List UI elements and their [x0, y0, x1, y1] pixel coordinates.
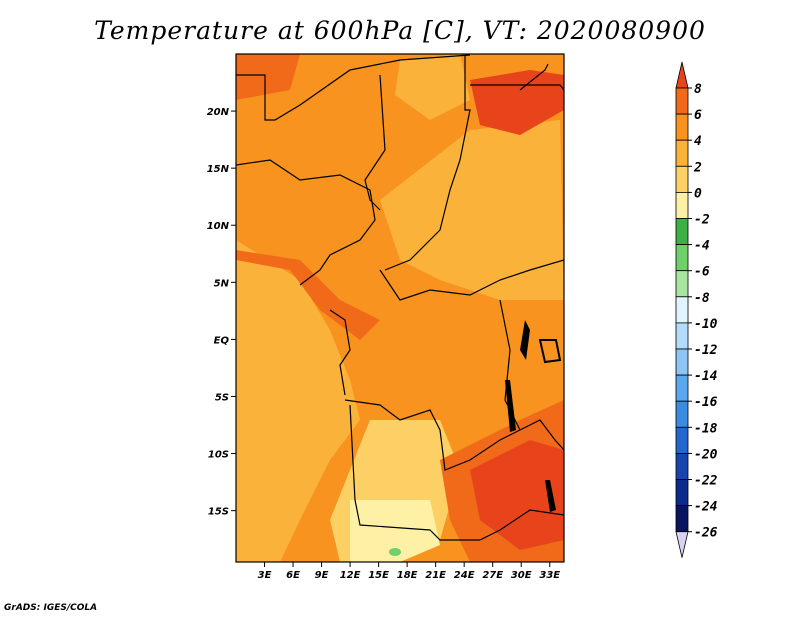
colorbar-top-arrow — [675, 61, 689, 89]
colorbar-swatch — [675, 322, 689, 350]
colorbar-swatch — [675, 348, 689, 376]
colorbar-label: -16 — [694, 395, 718, 410]
colorbar-label: 0 — [694, 186, 702, 201]
x-tick-label: 15E — [368, 570, 389, 581]
border-east-lakes — [499, 299, 564, 451]
colorbar-label: 4 — [694, 134, 702, 149]
y-tick-label: EQ — [214, 335, 230, 346]
colorbar-label: -24 — [694, 500, 718, 515]
temperature-field — [236, 54, 564, 562]
field-central-cool — [380, 120, 564, 300]
lake-albert — [520, 320, 530, 360]
x-tick-label: 33E — [539, 570, 560, 581]
x-tick-label: 30E — [511, 570, 532, 581]
colorbar-swatch — [675, 452, 689, 480]
border-car-drc — [379, 259, 564, 301]
colorbar-swatch — [675, 191, 689, 219]
lakes — [505, 320, 562, 512]
colorbar-label: -22 — [694, 474, 718, 489]
border-chad-sudan — [384, 55, 471, 271]
colorbar-label: -2 — [694, 213, 710, 228]
grads-credit: GrADS: IGES/COLA — [4, 603, 98, 613]
lake-malawi — [545, 480, 556, 512]
x-tick-label: 6E — [286, 570, 300, 581]
x-axis-ticks: 3E 6E 9E 12E 15E 18E 21E 24E 27E 30E 33E — [258, 562, 560, 581]
field-southeast-hot — [470, 440, 564, 550]
colorbar-swatch — [675, 87, 689, 115]
colorbar-label: -14 — [694, 369, 718, 384]
map-frame — [235, 53, 565, 563]
y-tick-label: 15S — [208, 507, 229, 518]
chart-title: Temperature at 600hPa [C], VT: 202008090… — [94, 16, 706, 45]
border-nigeria — [236, 159, 376, 286]
colorbar-label: -26 — [694, 526, 718, 541]
border-gabon-congo — [329, 309, 351, 396]
colorbar-label: -8 — [694, 291, 710, 306]
colorbar-swatch — [675, 426, 689, 454]
lake-victoria — [538, 339, 562, 364]
colorbar-label: -4 — [694, 239, 710, 254]
colorbar-swatch — [675, 400, 689, 428]
field-green-patch — [389, 548, 401, 556]
border-niger-chad — [364, 74, 386, 211]
colorbar-swatch — [675, 270, 689, 298]
y-tick-label: 20N — [207, 107, 230, 118]
field-west-coast — [236, 240, 360, 562]
y-axis-ticks: 20N 15N 10N 5N EQ 5S 10S 15S — [207, 107, 236, 518]
border-drc-angola — [344, 399, 521, 471]
lake-tanganyika — [505, 380, 516, 432]
x-tick-label: 9E — [315, 570, 329, 581]
colorbar-label: -6 — [694, 265, 710, 280]
colorbar-label: 6 — [694, 108, 702, 123]
colorbar-swatch — [675, 165, 689, 193]
colorbar: 8 6 4 2 0 -2 -4 -6 -8 -10 -12 -14 -16 -18 -20 -22 -24 -26 — [675, 61, 718, 558]
border-red-sea — [519, 63, 549, 91]
y-tick-label: 10N — [207, 221, 230, 232]
y-tick-label: 10S — [208, 450, 229, 461]
colorbar-label: -12 — [694, 343, 718, 358]
y-tick-label: 5S — [215, 392, 229, 403]
colorbar-swatch — [675, 244, 689, 272]
x-tick-label: 18E — [397, 570, 418, 581]
x-tick-label: 27E — [482, 570, 503, 581]
border-north — [236, 54, 471, 121]
x-tick-label: 12E — [340, 570, 361, 581]
y-tick-label: 15N — [207, 164, 230, 175]
colorbar-swatch — [675, 113, 689, 141]
colorbar-label: 8 — [694, 82, 702, 97]
colorbar-label: 2 — [693, 160, 702, 175]
y-tick-label: 5N — [214, 278, 230, 289]
border-egypt-sudan — [470, 84, 564, 91]
country-borders — [236, 54, 564, 541]
field-northwest-warm — [236, 54, 300, 100]
x-tick-label: 3E — [258, 570, 272, 581]
x-tick-label: 24E — [454, 570, 475, 581]
colorbar-swatch — [675, 479, 689, 507]
field-libya-cool — [395, 54, 470, 120]
border-angola-namibia — [349, 404, 480, 541]
colorbar-swatch — [675, 374, 689, 402]
colorbar-label: -18 — [694, 421, 718, 436]
colorbar-swatch — [675, 505, 689, 533]
field-cameroon-warm — [236, 250, 380, 340]
colorbar-swatch — [675, 218, 689, 246]
colorbar-label: -10 — [694, 317, 718, 332]
field-namibia-cool — [350, 500, 440, 562]
colorbar-swatch — [675, 296, 689, 324]
field-sudan-hot — [470, 70, 564, 135]
colorbar-swatch — [675, 139, 689, 167]
border-zambia-south — [479, 509, 564, 541]
colorbar-label: -20 — [694, 447, 718, 462]
colorbar-bottom-arrow — [675, 531, 689, 558]
x-tick-label: 21E — [425, 570, 446, 581]
